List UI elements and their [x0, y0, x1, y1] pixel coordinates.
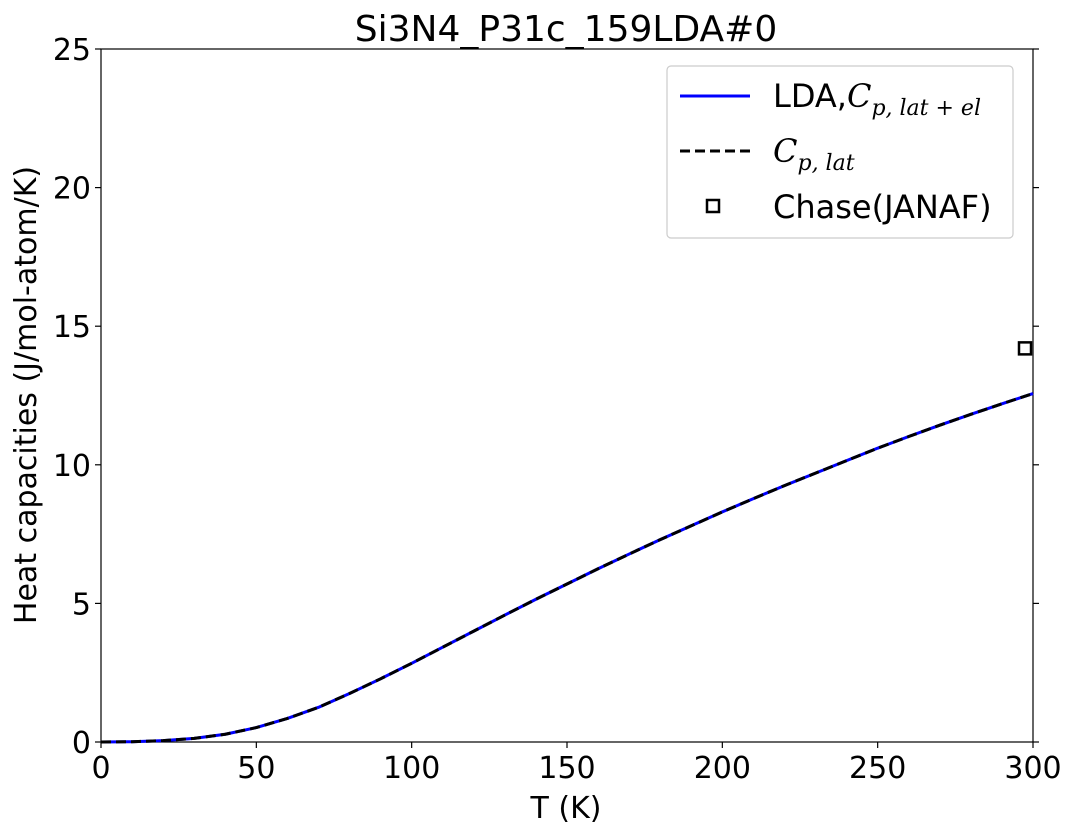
legend-lda-prefix: LDA, — [773, 77, 847, 115]
y-tick-label: 10 — [53, 449, 91, 484]
y-axis-ticks: 0 5 10 15 20 25 — [53, 33, 1039, 761]
x-axis-ticks: 0 50 100 150 200 250 300 — [91, 742, 1062, 786]
y-axis-label: Heat capacities (J/mol-atom/K) — [9, 166, 44, 624]
legend-lat-symbol: C — [773, 132, 797, 170]
marker-layer — [1017, 341, 1033, 356]
legend-label-lda: LDA,Cp, lat + el — [773, 77, 981, 121]
x-tick-label: 100 — [383, 751, 440, 786]
series-layer — [100, 392, 1034, 744]
x-tick-label: 300 — [1004, 751, 1061, 786]
y-tick-label: 15 — [53, 310, 91, 345]
x-tick-label: 200 — [694, 751, 751, 786]
legend-frame — [666, 65, 1014, 239]
series-line-cp-lat — [100, 392, 1034, 744]
legend-marker-chase — [705, 198, 721, 214]
legend-lda-subscript: p, lat + el — [871, 96, 981, 121]
series-line-lda — [100, 392, 1034, 744]
legend-lat-subscript: p, lat — [797, 151, 854, 176]
y-tick-label: 5 — [72, 587, 91, 622]
legend: LDA,Cp, lat + el Cp, lat Chase(JANAF) — [666, 65, 1014, 239]
chart-title: Si3N4_P31c_159LDA#0 — [355, 9, 777, 50]
y-tick-label: 25 — [53, 33, 91, 68]
chase-janaf-point — [1017, 341, 1033, 356]
y-tick-label: 20 — [53, 172, 91, 207]
y-tick-label: 0 — [72, 726, 91, 761]
legend-label-lat: Cp, lat — [773, 132, 855, 176]
x-axis-label: T (K) — [530, 791, 602, 826]
legend-label-chase: Chase(JANAF) — [773, 188, 992, 226]
x-tick-label: 50 — [237, 751, 275, 786]
x-tick-label: 250 — [849, 751, 906, 786]
x-tick-label: 0 — [91, 751, 110, 786]
x-tick-label: 150 — [538, 751, 595, 786]
legend-lda-symbol: C — [847, 77, 871, 115]
